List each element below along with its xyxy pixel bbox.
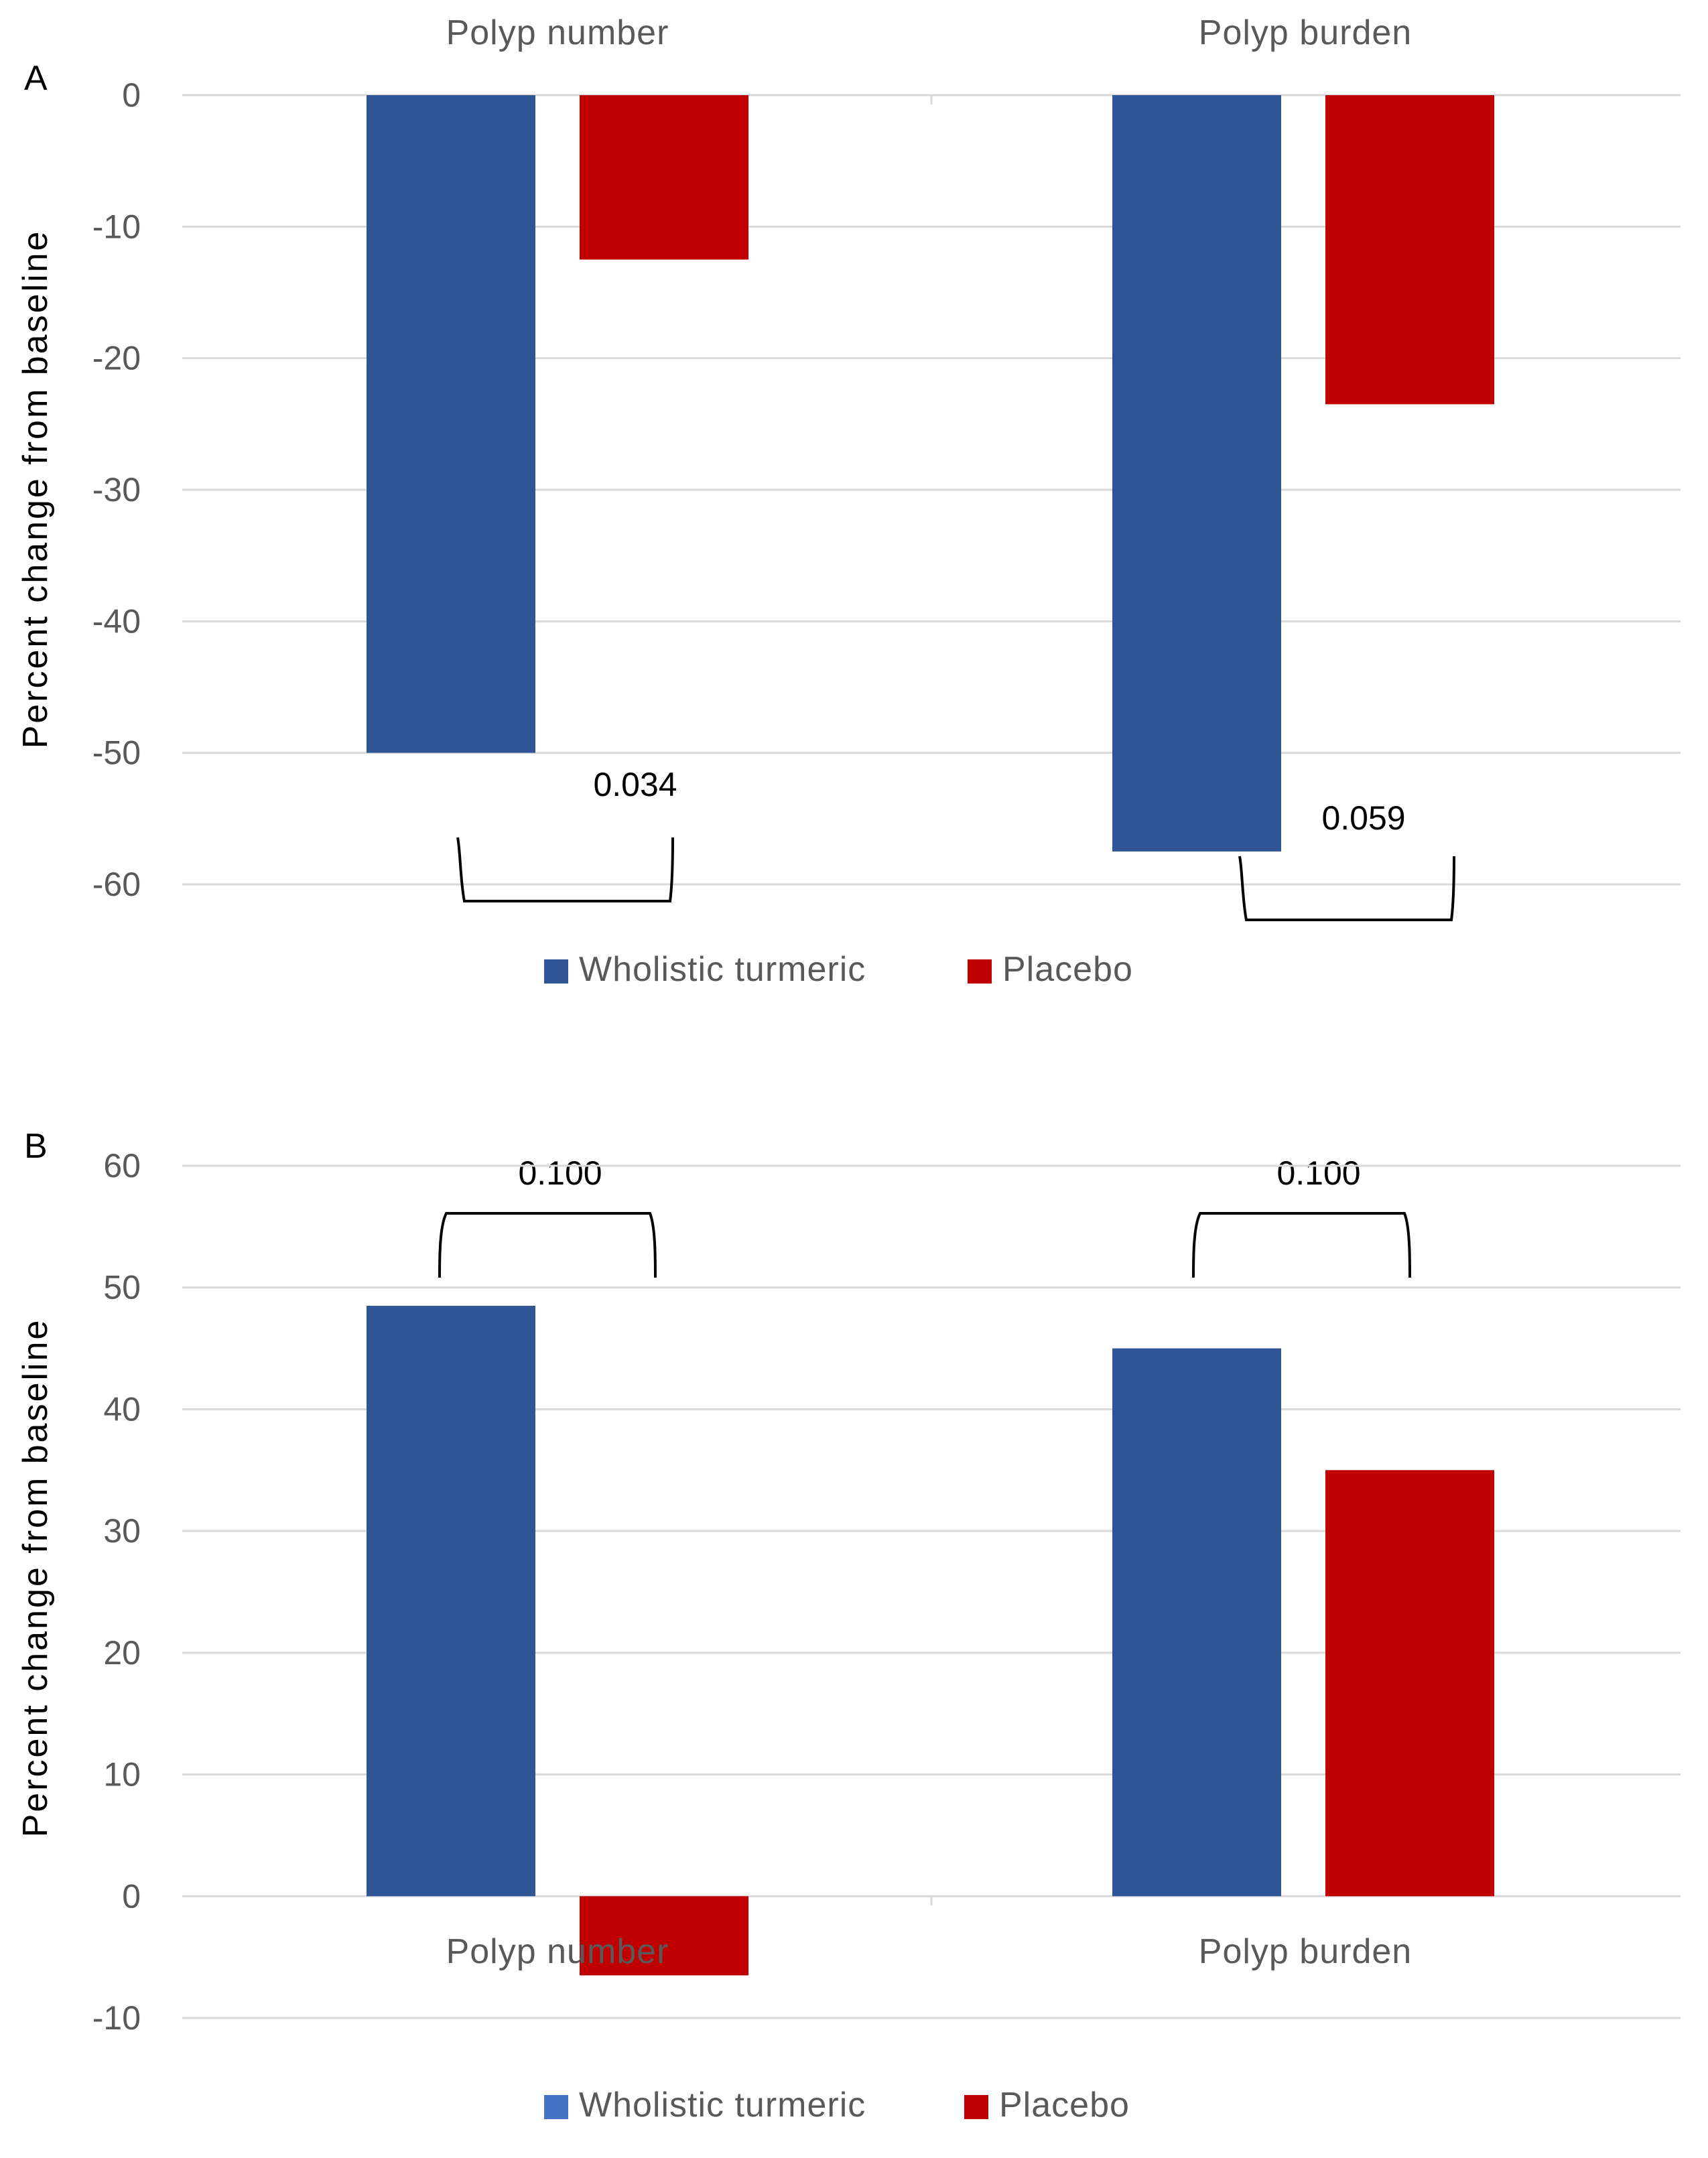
panel-a-bar-placebo-polyp-burden xyxy=(1325,95,1494,405)
panel-a-y-tick-label-5: -50 xyxy=(92,734,141,772)
panel-b-y-tick-label-7: -10 xyxy=(92,1999,141,2037)
panel-a-y-axis-label: Percent change from baseline xyxy=(16,230,55,749)
panel-b-y-tick-label-1: 50 xyxy=(103,1269,141,1306)
panel-a-letter: A xyxy=(24,59,48,98)
panel-b-y-tick-label-3: 30 xyxy=(103,1512,141,1550)
panel-b-legend-swatch-0 xyxy=(544,2095,568,2119)
panel-a-bar-turmeric-polyp-number xyxy=(367,95,535,753)
panel-a-y-tick-label-4: -40 xyxy=(92,602,141,640)
panel-a-y-tick-label-1: -10 xyxy=(92,208,141,245)
panel-b-y-tick-label-4: 20 xyxy=(103,1634,141,1672)
panel-a-y-tick-label-3: -30 xyxy=(92,471,141,509)
panel-b-legend-label-1: Placebo xyxy=(999,2086,1130,2125)
panel-b-legend-swatch-1 xyxy=(964,2095,988,2119)
panel-b-category-label-1: Polyp burden xyxy=(1199,1932,1412,1971)
panel-b-pvalue-polyp-number: 0.100 xyxy=(518,1154,602,1192)
panel-a-legend-label-0: Wholistic turmeric xyxy=(579,950,866,989)
panel-b-y-tick-label-0: 60 xyxy=(103,1147,141,1185)
panel-a-legend-label-1: Placebo xyxy=(1002,950,1133,989)
panel-b-letter: B xyxy=(24,1127,48,1166)
panel-a-y-tick-label-2: -20 xyxy=(92,340,141,377)
panel-b-legend-label-0: Wholistic turmeric xyxy=(579,2086,866,2125)
panel-a-significance-bracket-1 xyxy=(1238,856,1455,921)
panel-b-chart: B Percent change from baseline 0.100 0.1… xyxy=(16,1127,1681,2125)
panel-a-y-tick-label-0: 0 xyxy=(122,76,141,114)
panel-b-y-tick-label-5: 10 xyxy=(103,1756,141,1794)
panel-a-legend-swatch-1 xyxy=(968,959,992,984)
panel-b-bar-turmeric-polyp-number xyxy=(367,1305,535,1897)
panel-b-y-tick-label-2: 40 xyxy=(103,1390,141,1428)
panel-a-pvalue-polyp-number: 0.034 xyxy=(593,766,677,803)
panel-a-legend-swatch-0 xyxy=(544,959,568,984)
panel-a-category-label-1: Polyp burden xyxy=(1199,13,1412,52)
panel-a-significance-bracket-0 xyxy=(456,837,674,902)
panel-a-pvalue-polyp-burden: 0.059 xyxy=(1321,799,1405,837)
panel-a-bar-placebo-polyp-number xyxy=(580,95,748,260)
panel-b-bar-turmeric-polyp-burden xyxy=(1112,1348,1281,1897)
panel-b-significance-bracket-0 xyxy=(438,1212,657,1278)
panel-a-chart: A Percent change from baseline 0.034 0.0… xyxy=(16,13,1681,989)
panel-b-y-tick-label-6: 0 xyxy=(122,1877,141,1915)
panel-a-y-tick-label-6: -60 xyxy=(92,866,141,903)
panel-b-pvalue-polyp-burden: 0.100 xyxy=(1276,1154,1360,1192)
panel-b-significance-bracket-1 xyxy=(1192,1212,1411,1278)
panel-b-bar-placebo-polyp-number xyxy=(580,1896,748,1976)
panel-b-category-label-0: Polyp number xyxy=(446,1932,669,1971)
panel-b-y-axis-label: Percent change from baseline xyxy=(16,1319,55,1838)
panel-a-category-label-0: Polyp number xyxy=(446,13,669,52)
panel-a-bar-turmeric-polyp-burden xyxy=(1112,95,1281,852)
panel-b-bar-placebo-polyp-burden xyxy=(1325,1470,1494,1897)
